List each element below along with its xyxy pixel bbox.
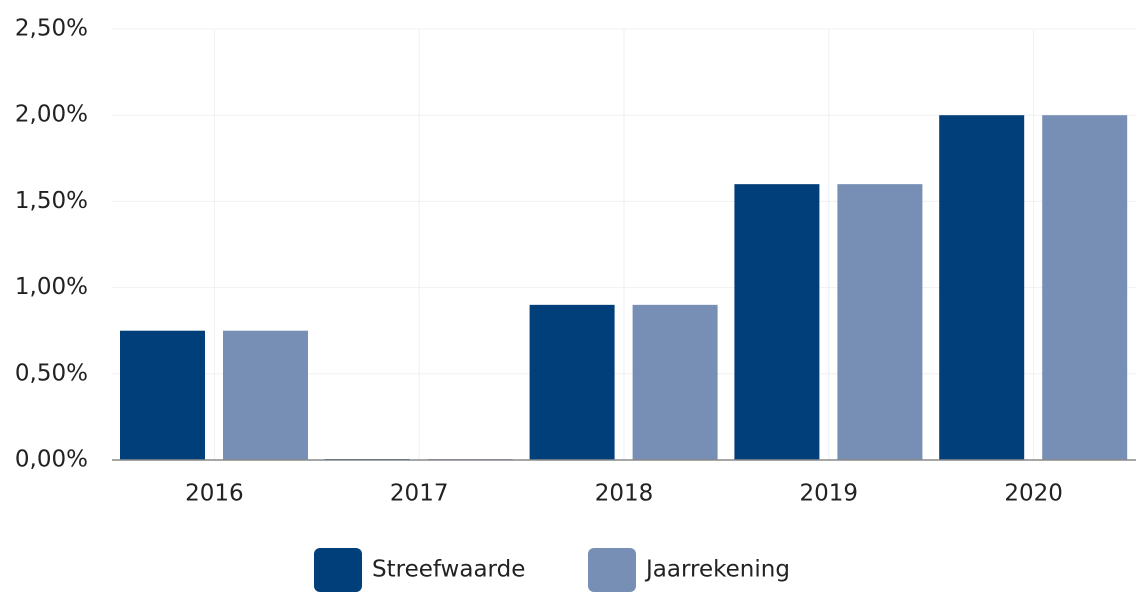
x-tick-label: 2017 xyxy=(390,481,449,507)
bar xyxy=(939,115,1025,460)
bar xyxy=(223,330,308,460)
legend-label: Jaarrekening xyxy=(644,557,790,583)
x-tick-label: 2016 xyxy=(185,481,244,507)
bar xyxy=(632,304,718,460)
y-tick-label: 1,50% xyxy=(15,188,88,214)
legend-label: Streefwaarde xyxy=(372,557,525,583)
y-tick-label: 1,00% xyxy=(15,274,88,300)
legend-swatch xyxy=(588,548,636,592)
bar xyxy=(837,184,923,460)
legend-swatch xyxy=(314,548,362,592)
y-tick-label: 2,50% xyxy=(15,16,88,42)
y-tick-label: 2,00% xyxy=(15,102,88,128)
x-tick-label: 2020 xyxy=(1004,481,1063,507)
bar xyxy=(1042,115,1128,460)
x-tick-label: 2018 xyxy=(595,481,654,507)
y-tick-label: 0,00% xyxy=(15,447,88,473)
x-tick-label: 2019 xyxy=(800,481,859,507)
bar xyxy=(734,184,820,460)
bar xyxy=(120,330,205,460)
bar xyxy=(529,304,615,460)
y-tick-label: 0,50% xyxy=(15,360,88,386)
